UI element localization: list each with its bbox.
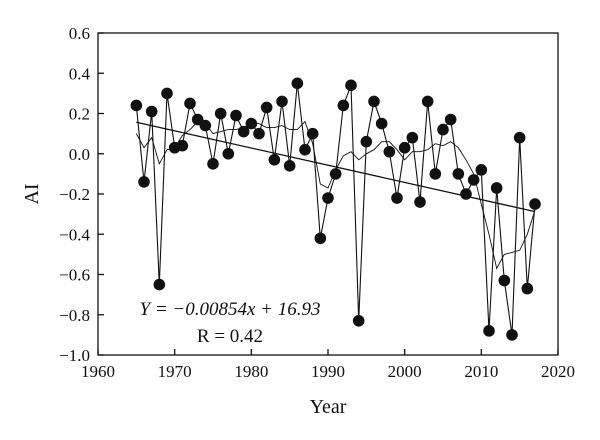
data-point [498, 274, 511, 287]
x-tick-label: 1970 [158, 362, 192, 381]
data-point [513, 131, 526, 144]
data-point [214, 107, 227, 120]
x-tick-label: 2020 [541, 362, 575, 381]
y-tick-label: 0.0 [69, 145, 90, 164]
x-tick-label: 1990 [311, 362, 345, 381]
data-point [475, 164, 488, 176]
data-point [145, 105, 158, 118]
y-tick-label: −0.2 [59, 185, 90, 204]
x-tick-label: 2000 [388, 362, 422, 381]
data-point [283, 160, 296, 172]
data-point [337, 99, 350, 112]
data-point [207, 158, 219, 170]
data-point [375, 117, 388, 130]
data-point [521, 282, 534, 295]
y-tick-label: 0.6 [69, 24, 90, 43]
data-point [529, 198, 541, 210]
data-point [398, 141, 411, 154]
data-point [460, 188, 472, 200]
data-point [467, 174, 480, 186]
y-tick-label: −1.0 [59, 346, 90, 365]
data-point [490, 182, 503, 194]
data-point [368, 95, 380, 108]
regression-equation: Y = −0.00854x + 16.93 [140, 299, 321, 320]
y-axis-title: AI [21, 183, 43, 204]
data-point [452, 168, 465, 180]
data-point [176, 139, 189, 152]
data-point [391, 192, 403, 204]
data-point [291, 77, 304, 90]
data-point [230, 109, 242, 122]
data-point [245, 117, 258, 130]
data-point [406, 131, 419, 144]
x-axis-title: Year [310, 396, 347, 418]
data-point [184, 97, 196, 110]
y-tick-label: 0.4 [69, 64, 91, 83]
data-point [253, 127, 265, 140]
data-point [360, 135, 373, 148]
data-point [222, 147, 235, 160]
data-point [429, 168, 442, 180]
data-point [237, 125, 250, 138]
x-tick-label: 1960 [81, 362, 115, 381]
data-point [153, 278, 166, 291]
data-point [306, 127, 319, 140]
data-point [414, 196, 426, 208]
correlation-coefficient: R = 0.42 [197, 326, 263, 347]
x-axis: 1960 1970 1980 1990 2000 2010 2020 [81, 349, 575, 381]
data-point [138, 176, 150, 188]
y-tick-label: 0.2 [69, 105, 90, 124]
data-point [199, 119, 212, 132]
data-point [268, 153, 281, 166]
y-tick-label: −0.8 [59, 306, 90, 325]
data-point [352, 314, 365, 327]
data-point [314, 232, 327, 245]
data-point [506, 329, 518, 341]
data-point [260, 101, 273, 114]
series-layer [130, 77, 541, 341]
data-point [161, 87, 173, 100]
data-point [483, 325, 495, 337]
data-point [322, 192, 334, 204]
data-point [444, 113, 457, 126]
x-tick-label: 1980 [234, 362, 268, 381]
data-point [130, 99, 143, 112]
data-point [383, 145, 396, 158]
x-tick-label: 2010 [464, 362, 498, 381]
moving-average-line [135, 120, 536, 270]
data-point [437, 123, 449, 136]
data-point [329, 168, 342, 180]
y-tick-label: −0.6 [59, 266, 90, 285]
data-point [276, 95, 288, 108]
data-point [421, 95, 434, 108]
y-tick-label: −0.4 [59, 225, 90, 244]
data-point [299, 143, 311, 156]
y-axis: 0.6 0.4 0.2 0.0 −0.2 −0.4 −0.6 −0.8 −1.0 [59, 24, 104, 365]
trend-line [136, 121, 536, 213]
data-point [345, 79, 357, 92]
